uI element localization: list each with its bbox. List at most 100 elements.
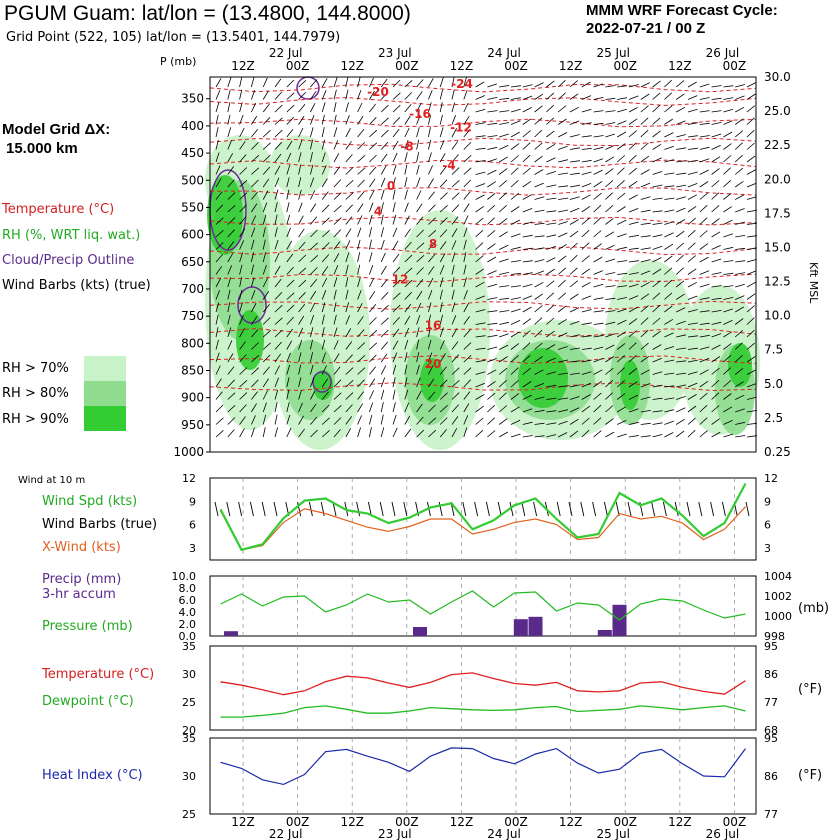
wind-barb — [498, 180, 507, 188]
wind-barb — [298, 339, 303, 350]
wind-barb — [439, 192, 448, 200]
wind-barb — [640, 270, 651, 275]
wind-barb — [392, 177, 396, 188]
pressure-y2-tick: 1000 — [764, 610, 792, 623]
wind-barb — [428, 139, 432, 150]
wind-barb — [499, 85, 510, 88]
wind-barb — [510, 85, 521, 88]
wind-barb — [369, 190, 375, 200]
wind-barb — [251, 355, 260, 363]
wind-barb — [451, 102, 456, 113]
rh-shading-1 — [270, 135, 330, 195]
wind-barb — [487, 417, 496, 425]
wind-barb — [711, 110, 722, 113]
wind-barb — [227, 166, 235, 175]
wind-barb — [746, 129, 755, 138]
wind-barb — [428, 114, 432, 125]
wind-barb — [593, 217, 602, 225]
wind-barb — [640, 117, 649, 125]
wind-barb — [428, 127, 431, 138]
wind-barb — [274, 141, 283, 150]
wind-barb — [380, 252, 386, 263]
wind-barb — [404, 115, 411, 125]
surface-wind-barb — [674, 501, 679, 517]
wind-barb — [262, 166, 271, 175]
wind-barb — [451, 77, 455, 88]
wind-barb — [345, 252, 350, 263]
wind-barb — [451, 341, 459, 350]
wind-barb — [392, 79, 401, 88]
wind-barb — [298, 428, 305, 438]
wind-barb — [687, 429, 696, 438]
wind-barb — [534, 82, 544, 88]
temp-contour-label: -12 — [450, 120, 472, 134]
wind-barb — [321, 242, 330, 250]
wind-barb — [687, 194, 697, 200]
wind-barb — [487, 135, 498, 138]
wind-barb — [617, 285, 628, 288]
wind-barb — [569, 307, 580, 313]
wind-barb — [298, 315, 305, 325]
heat-y2-tick: 95 — [764, 732, 778, 745]
wind-barb — [428, 417, 437, 425]
wind-barb — [357, 403, 364, 413]
wind-barb — [699, 380, 709, 388]
wind-barb — [487, 205, 496, 213]
wind-barb — [286, 414, 291, 425]
wind-barb — [251, 415, 256, 425]
surface-wind-barb — [485, 501, 490, 517]
wind-barb — [439, 277, 444, 288]
wind-barb — [333, 353, 340, 363]
wind-barb — [652, 80, 661, 88]
wind-barb — [569, 293, 579, 300]
wind-barb — [274, 329, 283, 338]
wind-barb — [546, 80, 555, 88]
wind-barb — [380, 141, 389, 150]
wind-barb — [546, 184, 557, 188]
kft-tick-label: 30.0 — [764, 70, 791, 84]
wind-barb — [380, 427, 385, 438]
wind-barb — [321, 114, 325, 125]
wind-barb — [605, 85, 616, 88]
wind-barb — [499, 110, 510, 113]
wind-barb — [404, 164, 408, 175]
wind-barb — [652, 397, 663, 400]
wind-barb — [711, 192, 720, 200]
wind-barb — [699, 334, 710, 338]
wind-barb — [357, 367, 366, 375]
wind-barb — [487, 297, 498, 300]
wind-barb — [534, 129, 543, 138]
wind-barb — [699, 205, 708, 213]
wind-barb — [286, 128, 294, 138]
wind-barb — [404, 327, 410, 338]
wind-barb — [652, 157, 662, 163]
wind-barb — [487, 310, 498, 313]
pressure-tick-label: 650 — [181, 255, 204, 269]
wind-barb — [451, 354, 460, 363]
wind-barb — [687, 159, 698, 163]
wind-barb — [357, 203, 364, 213]
wind-barb — [605, 321, 616, 325]
wind-barb — [251, 264, 254, 275]
wind-barb — [711, 245, 721, 250]
wind-barb — [746, 222, 757, 225]
wind-barb — [298, 164, 302, 175]
time-tick-label-bottom: 12Z — [450, 815, 474, 829]
wind-barb — [439, 253, 446, 263]
wind-barb — [380, 78, 388, 88]
wind-barb — [640, 129, 649, 138]
wind-barb — [534, 409, 545, 413]
wind-barb — [369, 342, 378, 350]
wind-barb — [581, 281, 591, 288]
wind-barb — [239, 380, 248, 388]
wind-barb — [227, 417, 236, 425]
x-wind-line — [219, 506, 746, 551]
wind-barb — [333, 314, 337, 325]
wind-barb — [617, 233, 627, 238]
wind-barb — [392, 189, 396, 200]
f-unit-label-heat: (°F) — [798, 768, 823, 783]
wind-barb — [676, 196, 686, 200]
temp-contour-label: 16 — [425, 319, 442, 333]
wind-barb — [215, 352, 220, 363]
station-title: PGUM Guam: lat/lon = (13.4800, 144.8000) — [4, 2, 411, 25]
